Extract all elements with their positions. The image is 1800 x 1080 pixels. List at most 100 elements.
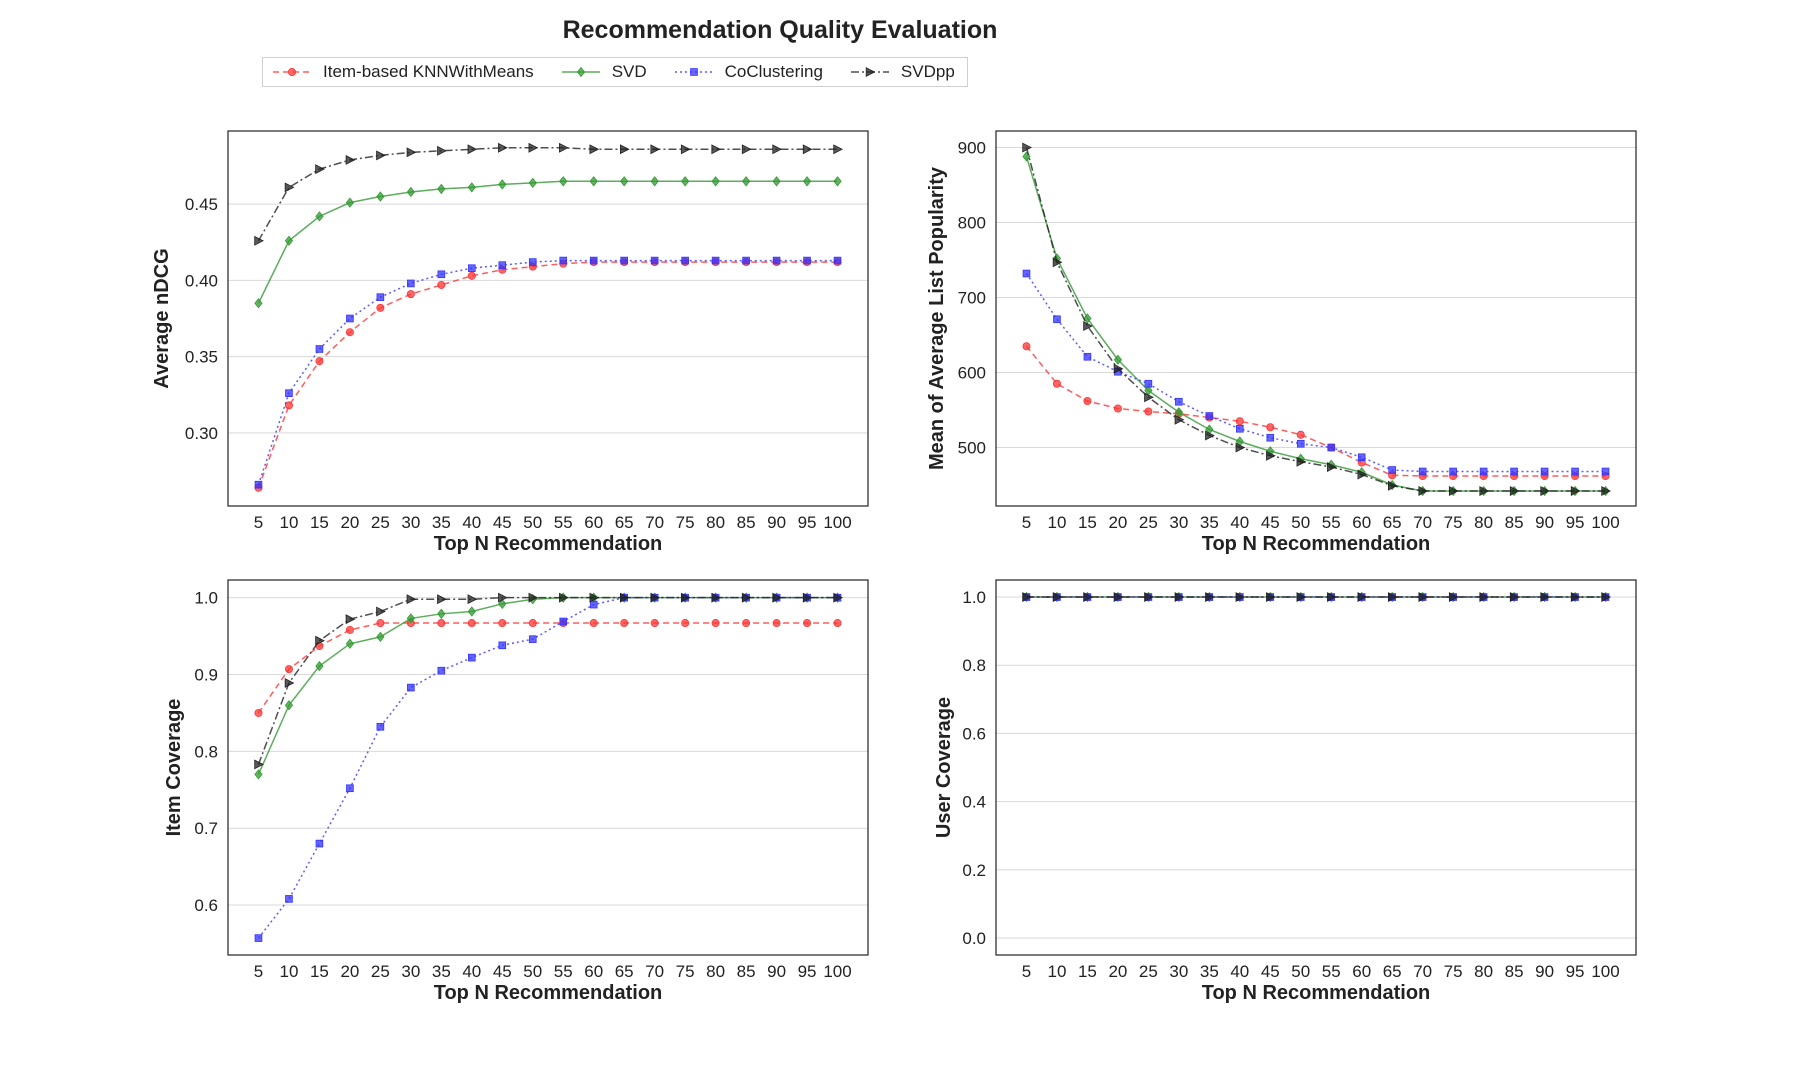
data-point — [345, 155, 356, 165]
data-point — [528, 258, 537, 266]
data-point — [1113, 404, 1122, 413]
data-point — [1052, 257, 1063, 268]
y-tick-label: 900 — [958, 139, 986, 158]
data-point — [741, 592, 752, 603]
legend-swatch — [561, 66, 600, 78]
series-line — [257, 147, 838, 242]
data-point — [345, 328, 354, 337]
x-tick-label: 20 — [1108, 962, 1127, 981]
data-point — [1052, 592, 1063, 602]
data-point — [1266, 592, 1276, 602]
x-tick-label: 75 — [676, 962, 695, 981]
data-point — [619, 144, 630, 155]
x-tick-label: 45 — [1261, 513, 1280, 532]
series-line — [257, 261, 838, 488]
x-tick-label: 55 — [554, 962, 573, 981]
data-point — [346, 784, 354, 793]
data-point — [589, 256, 598, 265]
data-point — [437, 594, 447, 605]
x-tick-label: 30 — [1169, 962, 1188, 981]
plot-frame — [995, 579, 1637, 956]
data-point — [498, 261, 507, 269]
data-point — [1601, 486, 1612, 496]
y-axis-label: Average nDCG — [151, 248, 173, 388]
y-tick-label: 1.0 — [194, 589, 218, 608]
data-point — [589, 600, 598, 609]
series-circle — [1022, 342, 1610, 480]
series-triangle-right — [1022, 592, 1612, 602]
legend-label: SVDpp — [900, 62, 955, 81]
data-point — [559, 617, 568, 626]
y-tick-label: 0.35 — [185, 348, 218, 367]
data-point — [1174, 407, 1183, 418]
x-axis-label: Top N Recommendation — [1202, 982, 1431, 1004]
data-point — [833, 144, 844, 155]
x-tick-label: 60 — [1352, 962, 1371, 981]
y-tick-label: 800 — [958, 214, 986, 233]
panel-bottom-left: 0.6 0.7 0.8 0.9 1.0 5 10 15 20 25 30 35 40 45 50 55 60 65… — [163, 579, 869, 1004]
legend-item: SVDpp — [849, 62, 955, 82]
data-point — [619, 592, 630, 603]
series-line — [257, 259, 838, 485]
x-tick-label: 35 — [1200, 962, 1219, 981]
series-triangle-right — [254, 592, 844, 770]
x-tick-label: 95 — [1566, 513, 1585, 532]
data-point — [772, 592, 783, 603]
data-point — [254, 480, 263, 489]
data-point — [681, 619, 690, 628]
x-tick-label: 50 — [523, 513, 542, 532]
x-tick-label: 30 — [401, 962, 420, 981]
data-point — [1387, 480, 1398, 491]
data-point — [407, 279, 415, 288]
data-point — [437, 183, 446, 195]
data-point — [772, 256, 781, 265]
data-point — [772, 619, 781, 628]
legend-item: SVD — [560, 62, 647, 82]
data-point — [1235, 417, 1244, 426]
data-point — [1327, 462, 1337, 472]
x-tick-label: 95 — [798, 513, 817, 532]
data-point — [315, 357, 324, 366]
x-tick-label: 50 — [1291, 962, 1310, 981]
data-point — [1479, 592, 1490, 602]
series-line — [257, 622, 838, 714]
data-point — [1266, 423, 1275, 432]
data-point — [1448, 592, 1459, 602]
data-point — [1174, 592, 1185, 602]
x-tick-label: 10 — [279, 513, 298, 532]
data-point — [1113, 592, 1124, 602]
x-tick-label: 60 — [584, 962, 603, 981]
x-tick-label: 40 — [462, 962, 481, 981]
data-point — [1601, 592, 1612, 602]
x-tick-label: 55 — [554, 513, 573, 532]
data-point — [741, 144, 752, 155]
data-point — [1205, 430, 1215, 441]
data-point — [284, 401, 293, 410]
x-tick-label: 25 — [371, 962, 390, 981]
x-tick-label: 85 — [1505, 513, 1524, 532]
data-point — [1144, 592, 1154, 602]
x-tick-label: 80 — [1474, 962, 1493, 981]
data-point — [437, 619, 446, 628]
data-point — [1540, 486, 1551, 496]
data-point — [680, 144, 691, 155]
data-point — [406, 594, 417, 605]
legend-swatch — [850, 67, 889, 77]
legend-label: CoClustering — [724, 62, 823, 81]
data-point — [1235, 442, 1246, 453]
legend-swatch — [674, 68, 713, 76]
data-point — [254, 708, 263, 717]
y-tick-label: 1.0 — [962, 588, 986, 607]
y-axis-label: User Coverage — [933, 697, 955, 838]
data-point — [589, 176, 598, 187]
data-point — [1387, 592, 1398, 602]
x-tick-label: 35 — [1200, 513, 1219, 532]
data-point — [315, 660, 324, 672]
data-point — [1418, 467, 1427, 476]
data-point — [741, 176, 751, 187]
x-tick-label: 100 — [1591, 513, 1619, 532]
x-tick-label: 55 — [1322, 513, 1341, 532]
data-point — [315, 839, 324, 848]
data-point — [437, 270, 446, 279]
x-tick-label: 15 — [310, 513, 329, 532]
